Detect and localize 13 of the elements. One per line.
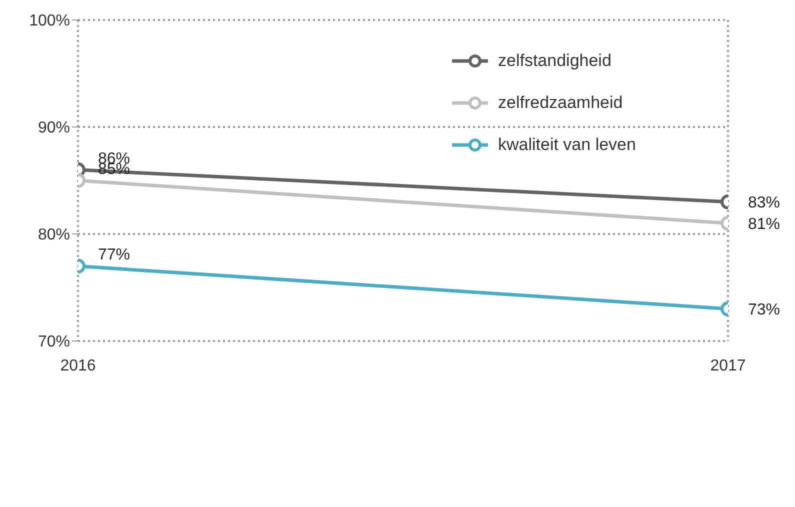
data-label: 83% (748, 194, 780, 212)
y-tick-label: 70% (38, 334, 70, 351)
data-label: 73% (748, 302, 780, 318)
data-label: 81% (748, 216, 780, 233)
y-tick-label: 80% (38, 226, 70, 244)
legend-label: zelfstandigheid (498, 51, 612, 71)
y-tick-label: 100% (29, 12, 70, 30)
legend-label: kwaliteit van leven (498, 135, 636, 155)
x-tick-label: 2016 (60, 357, 96, 374)
legend-label: zelfredzaamheid (498, 93, 623, 113)
y-tick-label: 90% (38, 120, 70, 137)
x-tick-label: 2017 (710, 357, 746, 374)
data-label: 77% (98, 246, 130, 264)
